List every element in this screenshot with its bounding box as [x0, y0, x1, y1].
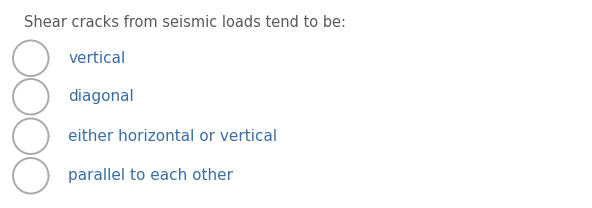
Text: diagonal: diagonal [68, 89, 134, 104]
Text: vertical: vertical [68, 51, 126, 66]
Text: either horizontal or vertical: either horizontal or vertical [68, 129, 277, 144]
Text: parallel to each other: parallel to each other [68, 168, 233, 183]
Text: Shear cracks from seismic loads tend to be:: Shear cracks from seismic loads tend to … [24, 15, 346, 30]
